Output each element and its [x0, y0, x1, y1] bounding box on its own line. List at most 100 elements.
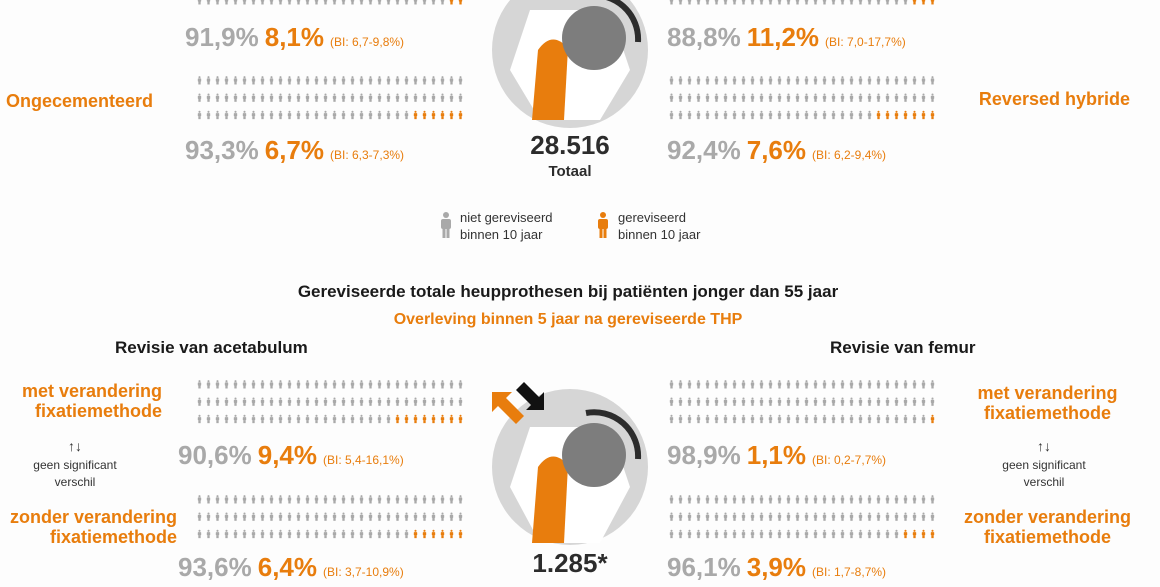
person-not-revised-icon	[278, 0, 283, 5]
person-not-revised-icon	[440, 76, 445, 85]
person-not-revised-icon	[206, 512, 211, 521]
person-not-revised-icon	[696, 0, 701, 5]
person-revised-icon	[413, 110, 418, 120]
person-not-revised-icon	[458, 93, 463, 102]
person-not-revised-icon	[678, 495, 683, 504]
person-not-revised-icon	[233, 397, 238, 406]
person-not-revised-icon	[458, 76, 463, 85]
person-not-revised-icon	[723, 76, 728, 85]
person-not-revised-icon	[296, 110, 301, 120]
total-number-top: 28.516	[530, 130, 610, 160]
person-not-revised-icon	[224, 93, 229, 102]
person-not-revised-icon	[350, 495, 355, 504]
person-not-revised-icon	[332, 495, 337, 504]
person-pictogram	[669, 76, 935, 120]
person-not-revised-icon	[750, 380, 755, 389]
person-not-revised-icon	[867, 414, 872, 424]
person-not-revised-icon	[224, 76, 229, 85]
person-not-revised-icon	[314, 397, 319, 406]
person-not-revised-icon	[732, 529, 737, 539]
person-not-revised-icon	[768, 93, 773, 102]
person-not-revised-icon	[305, 495, 310, 504]
person-not-revised-icon	[368, 512, 373, 521]
person-not-revised-icon	[386, 110, 391, 120]
person-not-revised-icon	[867, 397, 872, 406]
person-not-revised-icon	[741, 380, 746, 389]
person-not-revised-icon	[669, 76, 674, 85]
person-not-revised-icon	[858, 380, 863, 389]
person-grey-icon	[441, 212, 451, 238]
person-not-revised-icon	[687, 495, 692, 504]
person-not-revised-icon	[876, 512, 881, 521]
person-not-revised-icon	[777, 380, 782, 389]
person-not-revised-icon	[813, 414, 818, 424]
person-not-revised-icon	[413, 495, 418, 504]
person-not-revised-icon	[714, 76, 719, 85]
pictogram-grid-top-left-2	[195, 76, 465, 128]
person-not-revised-icon	[386, 0, 391, 5]
person-not-revised-icon	[768, 110, 773, 120]
person-pictogram	[669, 495, 935, 539]
person-not-revised-icon	[669, 529, 674, 539]
person-not-revised-icon	[714, 110, 719, 120]
person-not-revised-icon	[750, 93, 755, 102]
person-not-revised-icon	[849, 380, 854, 389]
person-not-revised-icon	[296, 93, 301, 102]
person-not-revised-icon	[849, 0, 854, 5]
person-not-revised-icon	[678, 93, 683, 102]
person-not-revised-icon	[696, 76, 701, 85]
person-not-revised-icon	[903, 380, 908, 389]
person-not-revised-icon	[849, 529, 854, 539]
person-not-revised-icon	[732, 512, 737, 521]
person-not-revised-icon	[903, 0, 908, 5]
person-not-revised-icon	[768, 0, 773, 5]
person-not-revised-icon	[395, 93, 400, 102]
person-not-revised-icon	[678, 512, 683, 521]
person-not-revised-icon	[431, 512, 436, 521]
person-not-revised-icon	[885, 397, 890, 406]
person-not-revised-icon	[759, 495, 764, 504]
person-not-revised-icon	[831, 414, 836, 424]
person-not-revised-icon	[314, 495, 319, 504]
person-not-revised-icon	[813, 93, 818, 102]
person-not-revised-icon	[813, 529, 818, 539]
person-revised-icon	[458, 0, 463, 5]
person-revised-icon	[440, 110, 445, 120]
person-not-revised-icon	[215, 110, 220, 120]
person-not-revised-icon	[251, 495, 256, 504]
person-not-revised-icon	[404, 529, 409, 539]
person-not-revised-icon	[732, 0, 737, 5]
pictogram-grid-top-right-1	[667, 0, 937, 12]
person-not-revised-icon	[723, 0, 728, 5]
person-not-revised-icon	[795, 93, 800, 102]
person-not-revised-icon	[341, 110, 346, 120]
person-not-revised-icon	[269, 0, 274, 5]
person-not-revised-icon	[377, 380, 382, 389]
person-not-revised-icon	[440, 380, 445, 389]
person-not-revised-icon	[377, 93, 382, 102]
person-revised-icon	[921, 110, 926, 120]
person-not-revised-icon	[287, 495, 292, 504]
person-not-revised-icon	[696, 93, 701, 102]
person-not-revised-icon	[858, 529, 863, 539]
person-not-revised-icon	[323, 0, 328, 5]
person-not-revised-icon	[840, 495, 845, 504]
person-not-revised-icon	[840, 76, 845, 85]
person-not-revised-icon	[669, 93, 674, 102]
person-not-revised-icon	[768, 529, 773, 539]
person-not-revised-icon	[705, 529, 710, 539]
person-not-revised-icon	[296, 495, 301, 504]
arrows-up-down-left: ↑↓	[68, 438, 82, 454]
person-not-revised-icon	[215, 414, 220, 424]
person-not-revised-icon	[242, 93, 247, 102]
person-not-revised-icon	[395, 512, 400, 521]
person-not-revised-icon	[912, 397, 917, 406]
person-not-revised-icon	[714, 0, 719, 5]
person-not-revised-icon	[714, 529, 719, 539]
person-not-revised-icon	[822, 110, 827, 120]
person-not-revised-icon	[386, 380, 391, 389]
person-not-revised-icon	[341, 93, 346, 102]
person-not-revised-icon	[224, 529, 229, 539]
person-not-revised-icon	[894, 0, 899, 5]
person-not-revised-icon	[233, 529, 238, 539]
